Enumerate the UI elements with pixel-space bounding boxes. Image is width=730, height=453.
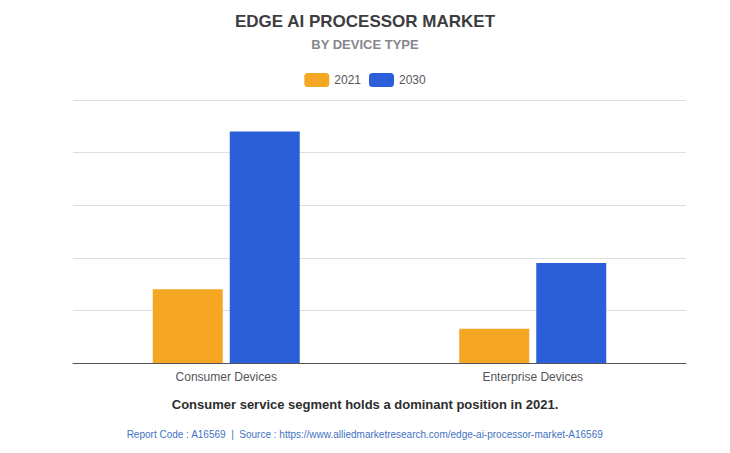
svg-text:2030: 2030 xyxy=(399,73,426,87)
svg-text:Report Code : A16569 | Sourc: Report Code : A16569 | Source : https://… xyxy=(127,429,604,440)
svg-text:Consumer Devices: Consumer Devices xyxy=(176,370,277,384)
svg-text:2021: 2021 xyxy=(334,73,361,87)
svg-text:Consumer service segment holds: Consumer service segment holds a dominan… xyxy=(172,397,558,412)
svg-text:BY DEVICE TYPE: BY DEVICE TYPE xyxy=(311,37,419,52)
svg-text:Enterprise Devices: Enterprise Devices xyxy=(482,370,583,384)
svg-text:EDGE AI PROCESSOR MARKET: EDGE AI PROCESSOR MARKET xyxy=(235,12,496,31)
